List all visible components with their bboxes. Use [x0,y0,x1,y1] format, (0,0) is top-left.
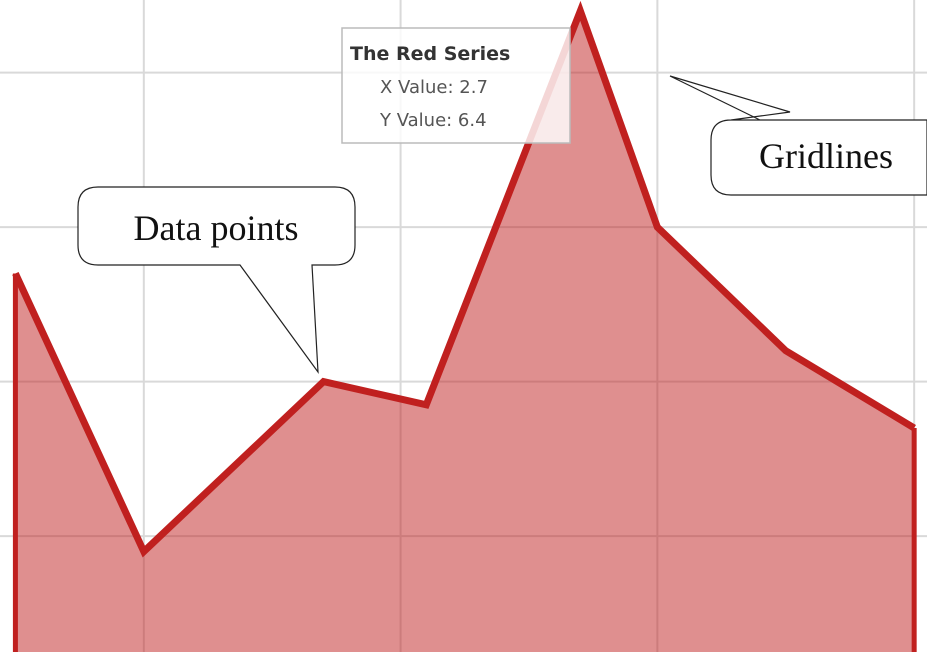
series-line [12,0,916,558]
callout-gridlines-box [712,121,926,194]
annotations: Data points Gridlines The Red Series X V… [77,27,927,374]
callout-text: Data points [134,208,299,248]
area-fill [15,10,915,652]
tooltip-y: Y Value: 6.4 [379,110,487,131]
callout-data-points [77,186,356,374]
tooltip-title: The Red Series [350,43,510,65]
callout-text: Gridlines [759,136,893,176]
tooltip-x: X Value: 2.7 [380,77,488,98]
plot [12,0,917,652]
tooltip [341,27,571,144]
